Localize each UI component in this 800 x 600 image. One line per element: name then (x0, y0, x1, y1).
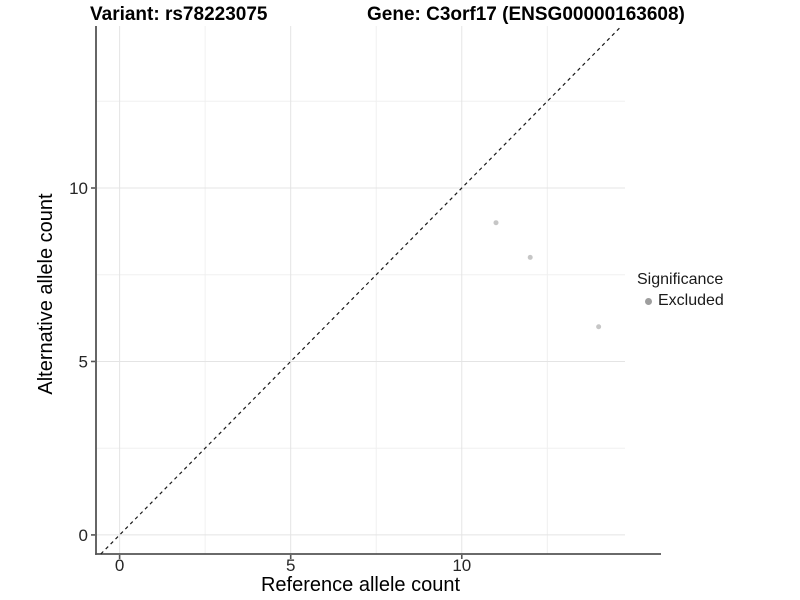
identity-line (100, 25, 623, 555)
data-point (596, 324, 602, 330)
data-point (493, 220, 499, 226)
legend-item: Excluded (637, 292, 724, 310)
x-tick-label: 5 (286, 556, 295, 575)
y-tick-label: 5 (79, 352, 88, 371)
x-axis-label: Reference allele count (260, 574, 460, 596)
legend-key-dot-icon (645, 297, 652, 305)
x-tick-label: 10 (452, 556, 471, 575)
legend: Significance Excluded (637, 271, 724, 310)
data-point (527, 254, 533, 260)
y-tick-label: 0 (79, 526, 88, 545)
y-axis-label: Alternative allele count (35, 193, 57, 395)
gene-title: Gene: C3orf17 (ENSG00000163608) (367, 4, 685, 25)
y-tick-label: 10 (69, 179, 88, 198)
x-tick-label: 0 (115, 556, 124, 575)
legend-items: Excluded (637, 292, 724, 310)
legend-item-label: Excluded (658, 292, 724, 309)
legend-title: Significance (637, 271, 724, 288)
variant-title: Variant: rs78223075 (90, 4, 268, 25)
